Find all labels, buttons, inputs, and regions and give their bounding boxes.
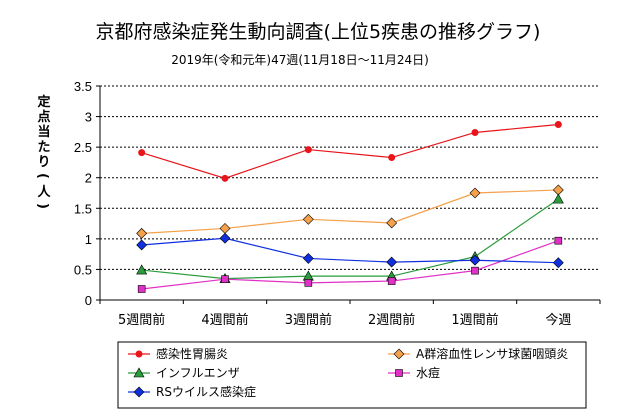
grid-lines bbox=[100, 85, 600, 270]
data-point bbox=[386, 217, 398, 229]
legend-item: RSウイルス感染症 bbox=[128, 384, 256, 399]
legend-item: 水痘 bbox=[388, 365, 440, 380]
legend-label: RSウイルス感染症 bbox=[156, 384, 256, 399]
series-line bbox=[141, 237, 559, 264]
data-point bbox=[393, 348, 405, 360]
y-tick-label: 2 bbox=[85, 171, 92, 186]
data-point bbox=[552, 257, 564, 269]
data-point bbox=[471, 128, 479, 136]
y-tick-label: 1.5 bbox=[74, 201, 92, 216]
x-tick-label: 今週 bbox=[545, 312, 571, 328]
y-axis-label-char: り bbox=[37, 155, 50, 170]
data-point bbox=[302, 252, 314, 264]
series bbox=[138, 121, 562, 182]
y-axis-label-char: 人 bbox=[37, 184, 51, 200]
legend-label: 水痘 bbox=[416, 365, 440, 380]
chart-title: 京都府感染症発生動向調査(上位5疾患の推移グラフ) bbox=[96, 21, 541, 43]
data-point bbox=[469, 254, 481, 266]
data-point bbox=[554, 121, 562, 129]
legend-item: 感染性胃腸炎 bbox=[128, 346, 228, 361]
y-tick-label: 2.5 bbox=[74, 140, 92, 155]
data-point bbox=[221, 174, 229, 182]
data-point bbox=[471, 266, 479, 275]
y-tick-label: 0 bbox=[85, 293, 92, 308]
data-point bbox=[137, 285, 146, 293]
chart-subtitle: 2019年(令和元年)47週(11月18日～11月24日) bbox=[171, 52, 429, 67]
y-axis-label-char: ( bbox=[35, 173, 50, 179]
data-point bbox=[387, 277, 396, 285]
data-point bbox=[133, 386, 145, 398]
legend-box bbox=[117, 341, 587, 409]
y-tick-labels: 0 0.5 1 1.5 2 2.5 3 3.5 bbox=[74, 79, 92, 308]
data-point bbox=[138, 149, 146, 157]
axes bbox=[96, 85, 601, 304]
data-point bbox=[395, 369, 403, 377]
x-tick-label: 3週間前 bbox=[285, 312, 332, 328]
data-point bbox=[136, 227, 148, 239]
data-point bbox=[386, 256, 398, 268]
data-point bbox=[219, 232, 231, 244]
x-tick-label: 4週間前 bbox=[201, 312, 248, 328]
legend-label: インフルエンザ bbox=[156, 366, 240, 380]
data-point bbox=[304, 279, 313, 287]
legend-item: インフルエンザ bbox=[128, 366, 240, 380]
series-line bbox=[141, 198, 559, 280]
y-axis-label-char: 点 bbox=[37, 109, 50, 125]
x-tick-label: 1週間前 bbox=[451, 312, 498, 328]
series bbox=[136, 232, 564, 269]
data-point bbox=[552, 193, 564, 204]
series bbox=[136, 184, 564, 239]
series-line bbox=[141, 123, 559, 179]
data-point bbox=[388, 154, 396, 162]
y-axis-label-char: た bbox=[37, 140, 50, 155]
data-point bbox=[554, 236, 563, 245]
data-point bbox=[136, 264, 148, 275]
legend-label: A群溶血性レンサ球菌咽頭炎 bbox=[416, 346, 568, 361]
x-tick-label: 2週間前 bbox=[368, 312, 415, 328]
data-point bbox=[136, 239, 148, 251]
series-line bbox=[141, 189, 559, 234]
data-point bbox=[221, 275, 229, 284]
y-tick-label: 0.5 bbox=[74, 262, 92, 277]
data-point bbox=[133, 367, 145, 378]
y-axis-label-char: 当 bbox=[37, 124, 50, 140]
data-point bbox=[469, 187, 481, 199]
series bbox=[137, 236, 563, 293]
data-point bbox=[302, 213, 314, 225]
data-point bbox=[304, 146, 312, 154]
data-point bbox=[219, 223, 231, 234]
y-tick-label: 3.5 bbox=[74, 79, 92, 94]
y-tick-label: 1 bbox=[85, 232, 92, 247]
data-point bbox=[552, 184, 564, 196]
data-point bbox=[135, 350, 143, 358]
legend-item: A群溶血性レンサ球菌咽頭炎 bbox=[388, 346, 568, 361]
x-tick-labels: 5週間前 4週間前 3週間前 2週間前 1週間前 今週 bbox=[118, 312, 571, 328]
y-tick-label: 3 bbox=[85, 110, 92, 125]
x-tick-label: 5週間前 bbox=[118, 312, 165, 328]
legend-label: 感染性胃腸炎 bbox=[156, 346, 228, 361]
y-axis-label-char: ) bbox=[35, 203, 50, 209]
series-line bbox=[141, 240, 559, 290]
y-axis-label-char: 定 bbox=[36, 94, 50, 110]
series-group bbox=[136, 121, 564, 293]
